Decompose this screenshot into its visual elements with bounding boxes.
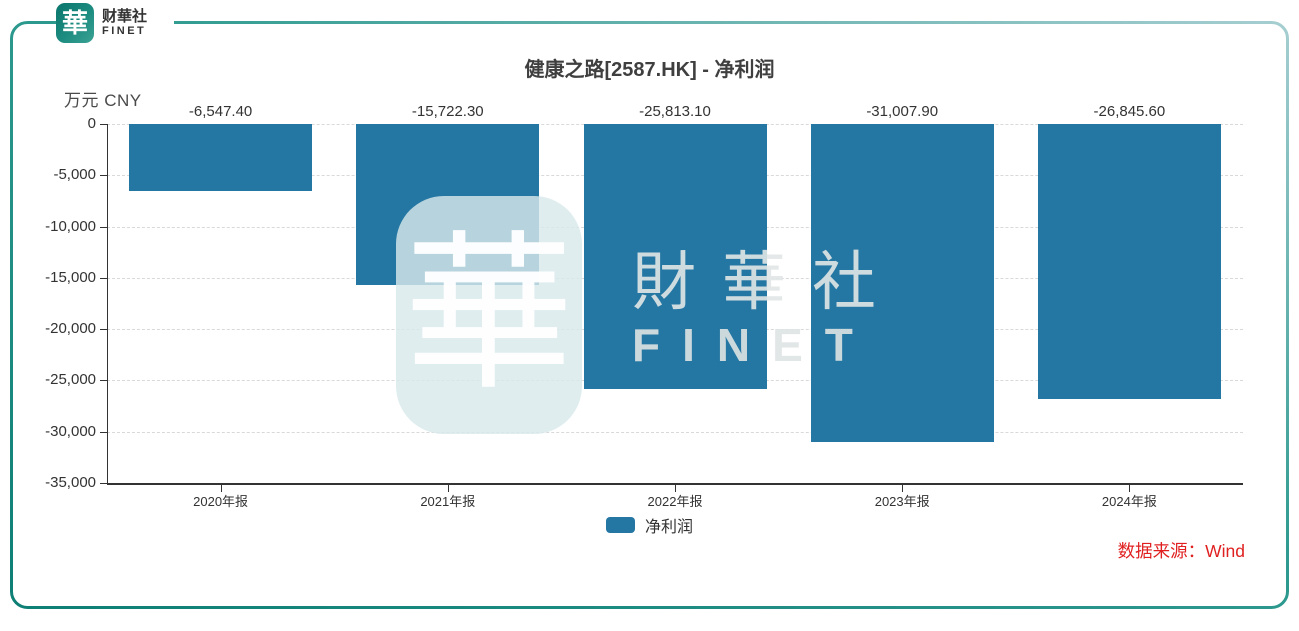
- x-axis-tick-label: 2023年报: [874, 494, 930, 509]
- bar-value-label: -26,845.60: [1093, 103, 1166, 120]
- y-axis-tick-label: -5,000: [53, 166, 96, 184]
- y-axis-tick-label: -35,000: [45, 474, 96, 491]
- y-axis-tick: [100, 431, 107, 433]
- x-axis-tick-label: 2020年报: [193, 494, 249, 509]
- x-axis-tick: [220, 484, 222, 492]
- y-axis-tick: [100, 226, 107, 228]
- logo-wordmark: 财華社 FINET: [102, 8, 147, 38]
- y-axis-tick-label: -20,000: [45, 320, 96, 338]
- legend-swatch[interactable]: [605, 517, 635, 533]
- y-axis-unit-label: 万元 CNY: [64, 91, 142, 110]
- x-axis-tick: [902, 484, 904, 492]
- bar-2023年报[interactable]: [810, 124, 994, 443]
- finet-logo: 華 财華社 FINET: [56, 1, 174, 45]
- logo-glyph: 華: [61, 8, 88, 38]
- bar-value-label: -25,813.10: [639, 103, 711, 120]
- bar-value-label: -31,007.90: [866, 103, 939, 120]
- y-axis-tick: [100, 277, 107, 279]
- gridline: [107, 431, 1243, 433]
- x-axis-tick-label: 2021年报: [420, 494, 476, 509]
- bar-value-label: -6,547.40: [188, 103, 253, 120]
- y-axis-tick-label: 0: [87, 115, 96, 132]
- logo-name-cn: 财華社: [102, 7, 148, 25]
- y-axis-tick-label: -30,000: [45, 422, 96, 440]
- x-axis-tick: [675, 484, 676, 492]
- x-axis-tick: [1129, 484, 1131, 492]
- bar-2021年报[interactable]: [356, 124, 540, 286]
- y-axis-tick: [100, 124, 107, 125]
- x-axis-tick-label: 2024年报: [1101, 494, 1157, 509]
- y-axis-tick: [100, 380, 107, 382]
- bar-2022年报[interactable]: [583, 124, 767, 389]
- x-axis-tick: [447, 484, 449, 492]
- legend-series-label[interactable]: 净利润: [644, 519, 693, 536]
- bar-2024年报[interactable]: [1037, 124, 1221, 400]
- data-source-note: 数据来源：Wind: [1117, 541, 1245, 561]
- chart-title: 健康之路[2587.HK] - 净利润: [524, 59, 775, 81]
- y-axis-tick-label: -25,000: [45, 371, 96, 389]
- y-axis-line: [107, 124, 108, 483]
- y-axis-tick: [100, 175, 107, 177]
- y-axis-tick: [100, 483, 107, 484]
- y-axis-tick: [100, 329, 107, 331]
- chart-legend[interactable]: 净利润: [0, 513, 1299, 537]
- bar-value-label: -15,722.30: [411, 103, 484, 120]
- y-axis-tick-label: -10,000: [45, 217, 96, 235]
- x-axis-tick-label: 2022年报: [647, 494, 703, 509]
- bar-2020年报[interactable]: [129, 124, 313, 192]
- y-axis-tick-label: -15,000: [45, 268, 96, 286]
- finet-logo-icon: 華: [56, 3, 94, 43]
- logo-name-en: FINET: [102, 25, 147, 38]
